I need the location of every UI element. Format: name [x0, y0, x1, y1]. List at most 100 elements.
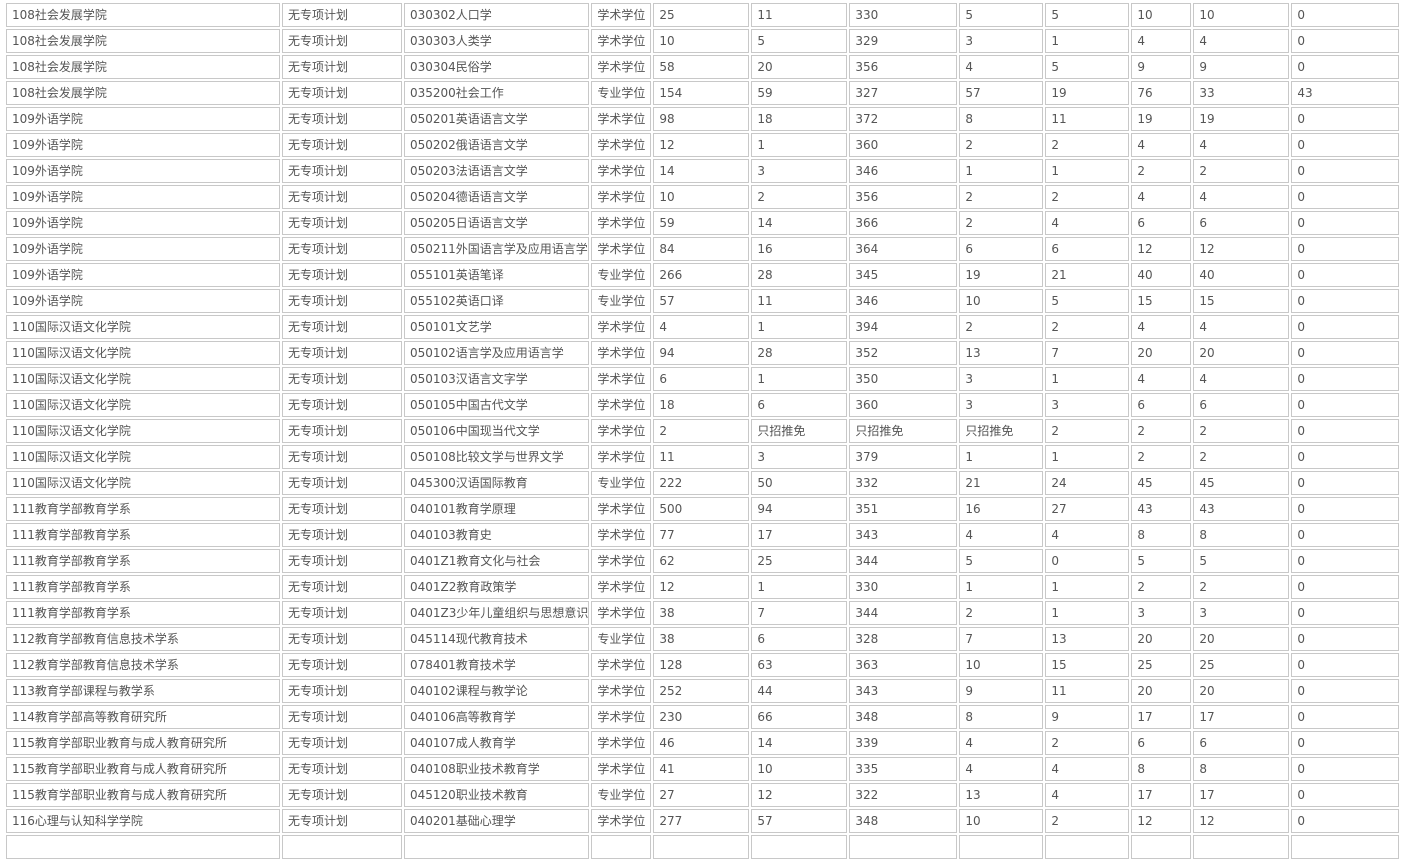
cell-c7: 364 [849, 237, 958, 261]
cell-c5: 252 [653, 679, 750, 703]
cell-c8: 2 [959, 211, 1044, 235]
table-row: 109外语学院 无专项计划 050203法语语言文学 学术学位 14 3 346 1 1 2 2 0 [6, 159, 1400, 183]
cell-special-plan: 无专项计划 [282, 211, 402, 235]
cell-c10: 20 [1131, 627, 1192, 651]
cell-c11: 4 [1193, 133, 1290, 157]
cell-c7: 394 [849, 315, 958, 339]
cell-c7: 330 [849, 575, 958, 599]
cell-c9: 15 [1045, 653, 1130, 677]
admissions-table: 108社会发展学院 无专项计划 030302人口学 学术学位 25 11 330 5 5 10 10… [4, 1, 1401, 861]
cell-special-plan: 无专项计划 [282, 367, 402, 391]
cell-c12: 0 [1291, 653, 1400, 677]
table-row: 111教育学部教育学系 无专项计划 040103教育史 学术学位 77 17 343 4 4 8 8… [6, 523, 1400, 547]
cell-c9: 1 [1045, 445, 1130, 469]
cell-major: 0401Z3少年儿童组织与思想意识 [404, 601, 590, 625]
cell-c12 [1291, 835, 1400, 859]
table-row: 109外语学院 无专项计划 050201英语语言文学 学术学位 98 18 372 8 11 19… [6, 107, 1400, 131]
cell-c10: 19 [1131, 107, 1192, 131]
cell-c11: 4 [1193, 367, 1290, 391]
cell-c5: 6 [653, 367, 750, 391]
cell-c9: 11 [1045, 679, 1130, 703]
cell-c9: 27 [1045, 497, 1130, 521]
cell-c11: 45 [1193, 471, 1290, 495]
cell-c7: 330 [849, 3, 958, 27]
cell-c10: 3 [1131, 601, 1192, 625]
cell-degree-type: 学术学位 [591, 237, 652, 261]
cell-college: 109外语学院 [6, 107, 280, 131]
cell-c10: 76 [1131, 81, 1192, 105]
cell-c9: 5 [1045, 3, 1130, 27]
cell-c6: 1 [751, 367, 848, 391]
cell-c9: 1 [1045, 367, 1130, 391]
cell-special-plan: 无专项计划 [282, 55, 402, 79]
cell-degree-type: 学术学位 [591, 367, 652, 391]
cell-c8: 5 [959, 549, 1044, 573]
cell-c7: 372 [849, 107, 958, 131]
cell-c6: 94 [751, 497, 848, 521]
table-row: 111教育学部教育学系 无专项计划 040101教育学原理 学术学位 500 94 351 1… [6, 497, 1400, 521]
cell-major: 040201基础心理学 [404, 809, 590, 833]
cell-degree-type: 学术学位 [591, 497, 652, 521]
cell-c10: 4 [1131, 367, 1192, 391]
cell-c12: 0 [1291, 29, 1400, 53]
cell-c12: 0 [1291, 757, 1400, 781]
cell-special-plan: 无专项计划 [282, 679, 402, 703]
cell-major: 050204德语语言文学 [404, 185, 590, 209]
cell-c6: 1 [751, 133, 848, 157]
cell-major: 050108比较文学与世界文学 [404, 445, 590, 469]
cell-degree-type: 学术学位 [591, 393, 652, 417]
cell-c11: 9 [1193, 55, 1290, 79]
table-row: 109外语学院 无专项计划 055101英语笔译 专业学位 266 28 345 19 21 40… [6, 263, 1400, 287]
cell-c8: 2 [959, 315, 1044, 339]
cell-major: 040103教育史 [404, 523, 590, 547]
cell-c5: 94 [653, 341, 750, 365]
cell-c12: 0 [1291, 731, 1400, 755]
cell-c9: 1 [1045, 575, 1130, 599]
cell-c12: 0 [1291, 159, 1400, 183]
cell-c10: 4 [1131, 133, 1192, 157]
cell-c7 [849, 835, 958, 859]
cell-college: 112教育学部教育信息技术学系 [6, 653, 280, 677]
table-row: 111教育学部教育学系 无专项计划 0401Z1教育文化与社会 学术学位 62 25 344… [6, 549, 1400, 573]
cell-c5: 277 [653, 809, 750, 833]
cell-special-plan: 无专项计划 [282, 731, 402, 755]
cell-c12: 0 [1291, 679, 1400, 703]
cell-college: 110国际汉语文化学院 [6, 393, 280, 417]
cell-c7: 366 [849, 211, 958, 235]
cell-c5: 38 [653, 627, 750, 651]
cell-c11 [1193, 835, 1290, 859]
cell-special-plan: 无专项计划 [282, 601, 402, 625]
cell-college: 109外语学院 [6, 133, 280, 157]
cell-degree-type: 专业学位 [591, 289, 652, 313]
cell-degree-type: 学术学位 [591, 731, 652, 755]
table-row: 108社会发展学院 无专项计划 030302人口学 学术学位 25 11 330 5 5 10 10… [6, 3, 1400, 27]
cell-c12: 0 [1291, 393, 1400, 417]
cell-c12: 0 [1291, 185, 1400, 209]
cell-c9: 5 [1045, 55, 1130, 79]
cell-c8: 6 [959, 237, 1044, 261]
cell-c10: 6 [1131, 211, 1192, 235]
table-row: 108社会发展学院 无专项计划 030303人类学 学术学位 10 5 329 3 1 4 4 0 [6, 29, 1400, 53]
cell-c5: 10 [653, 185, 750, 209]
cell-degree-type: 学术学位 [591, 653, 652, 677]
cell-college: 115教育学部职业教育与成人教育研究所 [6, 783, 280, 807]
cell-c12: 0 [1291, 315, 1400, 339]
cell-degree-type: 学术学位 [591, 133, 652, 157]
cell-c10: 20 [1131, 679, 1192, 703]
cell-c10: 5 [1131, 549, 1192, 573]
cell-c9 [1045, 835, 1130, 859]
cell-c12: 0 [1291, 133, 1400, 157]
cell-major: 040102课程与教学论 [404, 679, 590, 703]
cell-major: 050105中国古代文学 [404, 393, 590, 417]
cell-c10: 43 [1131, 497, 1192, 521]
cell-c8: 13 [959, 341, 1044, 365]
cell-c9: 1 [1045, 601, 1130, 625]
cell-college: 111教育学部教育学系 [6, 497, 280, 521]
cell-c6: 57 [751, 809, 848, 833]
cell-c11: 4 [1193, 315, 1290, 339]
cell-c12: 0 [1291, 55, 1400, 79]
cell-c8: 10 [959, 289, 1044, 313]
cell-degree-type: 学术学位 [591, 185, 652, 209]
cell-c11: 3 [1193, 601, 1290, 625]
cell-college: 109外语学院 [6, 263, 280, 287]
